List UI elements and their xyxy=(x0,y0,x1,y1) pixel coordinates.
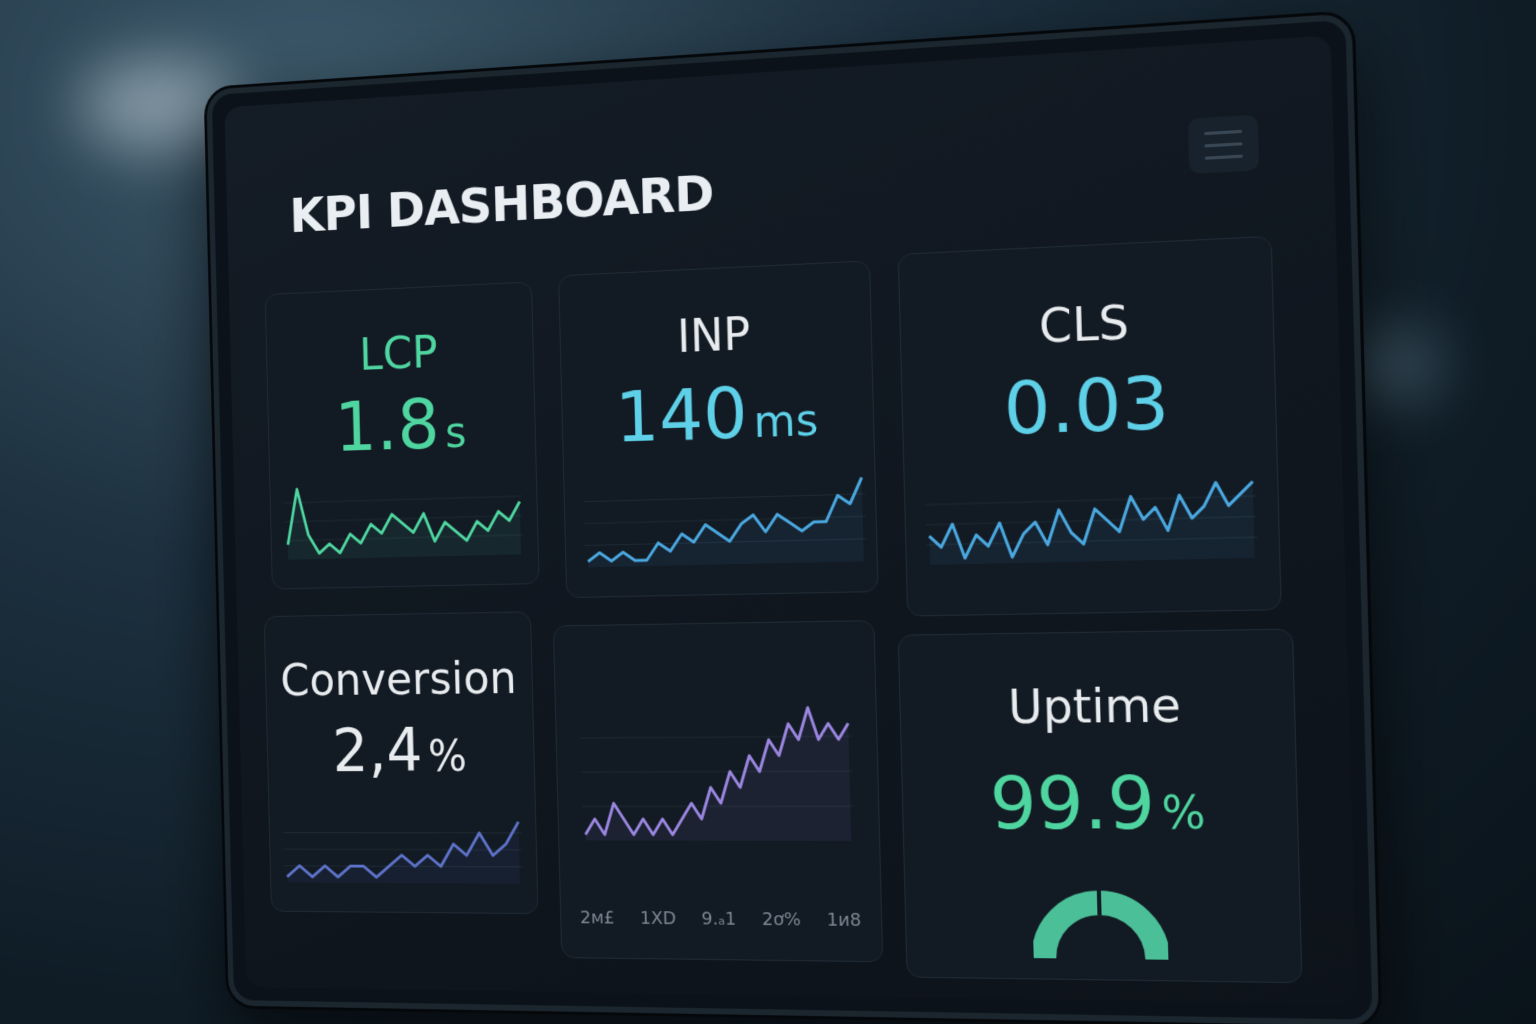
tick-label: 2ơ% xyxy=(761,909,802,931)
inp-value: 140ms xyxy=(614,371,819,459)
gridline xyxy=(285,516,523,522)
background-light xyxy=(1350,330,1440,400)
uptime-gauge xyxy=(1032,882,1169,965)
inp-card[interactable]: INP 140ms xyxy=(558,260,879,599)
hamburger-menu-icon[interactable] xyxy=(1187,114,1260,175)
lcp-card[interactable]: LCP 1.8s xyxy=(264,281,540,590)
page-title: KPI DASHBOARD xyxy=(288,164,715,244)
trend-card[interactable]: 2м£ 1XD 9.ₐ1 2ơ% 1и8 xyxy=(552,620,884,963)
trend-x-axis: 2м£ 1XD 9.ₐ1 2ơ% 1и8 xyxy=(580,908,862,931)
uptime-card[interactable]: Uptime 99.9% xyxy=(897,628,1303,984)
gridline xyxy=(584,494,865,502)
cls-sparkline xyxy=(925,475,1258,565)
conversion-value: 2,4% xyxy=(331,715,468,786)
gridline xyxy=(284,496,522,503)
inp-label: INP xyxy=(676,306,752,363)
tick-label: 1XD xyxy=(639,908,677,930)
trend-sparkline xyxy=(579,701,854,842)
lcp-label: LCP xyxy=(358,325,439,381)
tick-label: 1и8 xyxy=(826,909,862,931)
cls-value: 0.03 xyxy=(1002,359,1171,452)
sparkline-area xyxy=(582,707,852,842)
dashboard-screen: KPI DASHBOARD LCP 1.8s INP 140ms CLS 0.0… xyxy=(224,35,1357,1005)
cls-label: CLS xyxy=(1038,294,1130,354)
tick-label: 9.ₐ1 xyxy=(701,908,737,930)
lcp-sparkline xyxy=(284,477,524,560)
monitor: KPI DASHBOARD LCP 1.8s INP 140ms CLS 0.0… xyxy=(206,13,1380,1024)
conversion-card[interactable]: Conversion 2,4% xyxy=(263,611,539,915)
uptime-value: 99.9% xyxy=(988,759,1207,846)
conversion-label: Conversion xyxy=(279,651,518,706)
lcp-value: 1.8s xyxy=(333,383,468,468)
sparkline-area xyxy=(285,821,520,884)
sparkline-area xyxy=(586,477,864,568)
uptime-label: Uptime xyxy=(1007,677,1182,735)
tick-label: 2м£ xyxy=(579,907,615,929)
sparkline-area xyxy=(286,482,522,560)
cls-card[interactable]: CLS 0.03 xyxy=(897,235,1282,617)
inp-sparkline xyxy=(583,471,867,568)
conversion-sparkline xyxy=(283,816,523,884)
